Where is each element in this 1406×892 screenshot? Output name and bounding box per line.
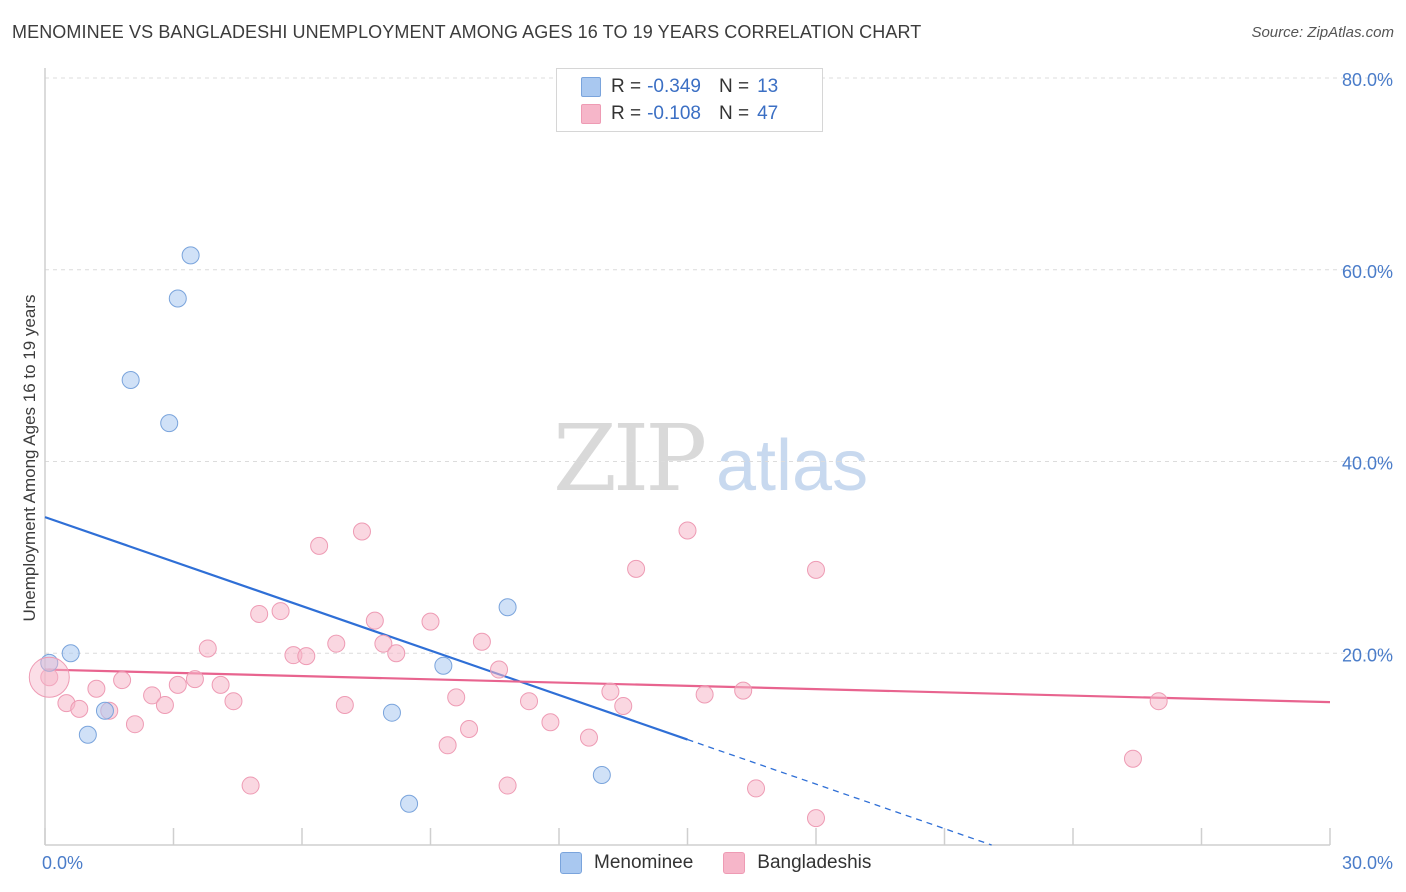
data-point-bangladeshis <box>374 634 393 653</box>
data-point-bangladeshis <box>579 728 598 747</box>
gridlines <box>45 77 1392 654</box>
y-tick-label: 40.0% <box>1342 454 1393 474</box>
legend-swatch-bangladeshis <box>723 852 746 874</box>
data-point-bangladeshis <box>747 779 766 798</box>
data-point-bangladeshis <box>335 696 354 715</box>
tick-labels: 20.0% 40.0% 60.0% 80.0% 0.0% 30.0% <box>42 70 1393 873</box>
data-point-menominee <box>434 656 453 675</box>
data-point-menominee <box>40 653 59 672</box>
data-points <box>28 246 1168 828</box>
data-point-bangladeshis <box>211 675 230 694</box>
legend-label-bangladeshis: Bangladeshis <box>757 852 872 873</box>
legend-item-bangladeshis[interactable]: Bangladeshis <box>723 852 871 874</box>
legend-row-bangladeshis: R = -0.108 N = 47 <box>581 101 779 127</box>
data-point-bangladeshis <box>1149 692 1168 711</box>
data-point-bangladeshis <box>1123 749 1142 768</box>
y-tick-label: 60.0% <box>1342 262 1393 282</box>
data-point-bangladeshis <box>421 612 440 631</box>
data-point-bangladeshis <box>185 670 204 689</box>
data-point-bangladeshis <box>438 736 457 755</box>
data-point-bangladeshis <box>125 715 144 734</box>
legend-swatch-bangladeshis <box>581 104 601 124</box>
legend-r-value: -0.108 <box>647 103 701 124</box>
data-point-bangladeshis <box>520 692 539 711</box>
data-point-bangladeshis-large <box>28 656 70 698</box>
data-point-bangladeshis <box>310 536 329 555</box>
data-point-bangladeshis <box>614 696 633 715</box>
data-point-bangladeshis <box>365 611 384 630</box>
data-point-menominee <box>181 246 200 265</box>
y-tick-label: 20.0% <box>1342 645 1393 665</box>
data-point-bangladeshis <box>297 647 316 666</box>
data-point-menominee <box>382 703 401 722</box>
data-point-bangladeshis <box>627 559 646 578</box>
legend-label-menominee: Menominee <box>594 852 694 873</box>
legend-r-value: -0.349 <box>647 76 701 97</box>
data-point-bangladeshis <box>541 713 560 732</box>
data-point-menominee <box>61 644 80 663</box>
legend-item-menominee[interactable]: Menominee <box>560 852 693 874</box>
data-point-bangladeshis <box>601 682 620 701</box>
legend-n-value: 13 <box>757 76 779 97</box>
legend-n-label: N = <box>718 103 750 124</box>
data-point-bangladeshis <box>168 675 187 694</box>
x-tick-label: 0.0% <box>42 853 83 873</box>
trend-line-menominee <box>44 516 688 741</box>
data-point-bangladeshis <box>70 699 89 718</box>
data-point-menominee <box>498 598 517 617</box>
data-point-bangladeshis <box>241 776 260 795</box>
x-tick-label: 30.0% <box>1342 853 1393 873</box>
data-point-bangladeshis <box>224 692 243 711</box>
data-point-bangladeshis <box>387 644 406 663</box>
data-point-bangladeshis <box>490 660 509 679</box>
data-point-bangladeshis <box>472 632 491 651</box>
source-label: Source: ZipAtlas.com <box>1251 24 1394 41</box>
legend-row-menominee: R = -0.349 N = 13 <box>581 74 779 100</box>
data-point-bangladeshis <box>807 809 825 828</box>
data-point-bangladeshis <box>250 604 269 623</box>
watermark-atlas: atlas <box>716 426 869 506</box>
data-point-bangladeshis <box>460 719 479 738</box>
data-point-bangladeshis <box>678 521 697 540</box>
trend-lines <box>44 516 1331 846</box>
data-point-bangladeshis <box>695 685 714 704</box>
data-point-menominee <box>78 725 97 744</box>
legend-r-label: R = <box>611 76 642 97</box>
axes <box>44 68 1331 846</box>
data-point-menominee <box>168 289 187 308</box>
data-point-bangladeshis <box>352 522 371 541</box>
data-point-bangladeshis <box>447 688 466 707</box>
chart-title: MENOMINEE VS BANGLADESHI UNEMPLOYMENT AM… <box>12 22 922 42</box>
series-legend: Menominee Bangladeshis <box>560 852 901 874</box>
legend-r-label: R = <box>611 103 642 124</box>
data-point-menominee <box>95 701 114 720</box>
data-point-bangladeshis <box>498 776 517 795</box>
y-tick-label: 80.0% <box>1342 70 1393 90</box>
data-point-menominee <box>400 794 419 813</box>
watermark-zip: ZIP <box>553 405 707 512</box>
legend-swatch-menominee <box>560 852 582 874</box>
legend-swatch-menominee <box>581 77 601 97</box>
correlation-legend: R = -0.349 N = 13 R = -0.108 N = 47 <box>556 68 823 132</box>
legend-n-label: N = <box>718 76 750 97</box>
legend-n-value: 47 <box>757 103 779 124</box>
trend-line-menominee-extension <box>687 738 992 846</box>
data-point-bangladeshis <box>271 602 290 621</box>
data-point-bangladeshis <box>113 671 132 690</box>
data-point-bangladeshis <box>807 560 825 579</box>
data-point-menominee <box>160 414 179 433</box>
data-point-menominee <box>592 766 611 785</box>
data-point-bangladeshis <box>143 686 162 705</box>
data-point-bangladeshis <box>198 639 217 658</box>
data-point-bangladeshis <box>87 679 106 698</box>
data-point-bangladeshis <box>155 696 174 715</box>
data-point-bangladeshis <box>327 634 346 653</box>
trend-line-bangladeshis <box>44 668 1331 704</box>
data-point-menominee <box>121 371 140 390</box>
data-point-bangladeshis <box>734 681 753 700</box>
